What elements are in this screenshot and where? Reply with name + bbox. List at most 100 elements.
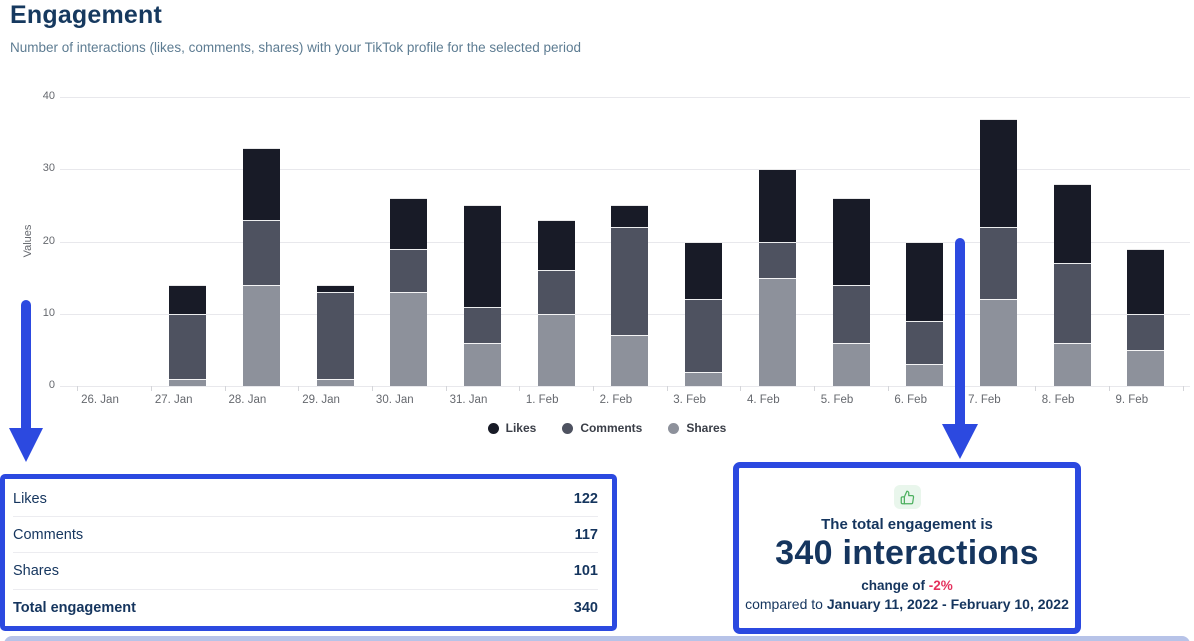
legend-label: Likes — [505, 421, 537, 435]
bar-segment-likes-28-jan[interactable] — [242, 147, 280, 220]
bar-segment-likes-4-feb[interactable] — [758, 169, 796, 242]
table-row: Likes 122 — [13, 481, 598, 518]
x-axis-label: 8. Feb — [1041, 394, 1075, 406]
bar-segment-shares-7-feb[interactable] — [979, 299, 1017, 386]
legend-label: Shares — [686, 421, 727, 435]
bar-segment-shares-29-jan[interactable] — [316, 378, 354, 386]
x-axis-label: 3. Feb — [673, 394, 706, 406]
bar-segment-comments-7-feb[interactable] — [979, 227, 1017, 300]
bar-segment-comments-27-jan[interactable] — [169, 313, 207, 379]
bar-segment-shares-3-feb[interactable] — [685, 371, 723, 386]
bar-segment-comments-31-jan[interactable] — [464, 306, 501, 343]
bar-segment-shares-31-jan[interactable] — [464, 342, 501, 386]
bar-segment-likes-2-feb[interactable] — [611, 205, 649, 228]
bar-segment-shares-5-feb[interactable] — [832, 342, 870, 386]
x-axis-tick — [445, 386, 447, 391]
compare-range: January 11, 2022 - February 10, 2022 — [826, 596, 1069, 612]
y-axis-tick-label: 10 — [42, 306, 55, 319]
chart-legend: Likes Comments Shares — [0, 421, 1194, 435]
legend-item-shares[interactable]: Shares — [668, 421, 726, 435]
x-axis-label: 27. Jan — [154, 394, 193, 406]
x-axis-tick — [1108, 386, 1110, 391]
row-value: 340 — [573, 599, 598, 616]
x-axis-label: 31. Jan — [449, 394, 488, 406]
bar-segment-comments-6-feb[interactable] — [906, 320, 944, 365]
card-change-line: change of -2% — [861, 578, 953, 593]
x-axis-label: 6. Feb — [894, 394, 927, 406]
card-caption: The total engagement is — [821, 516, 993, 533]
bar-segment-comments-28-jan[interactable] — [242, 219, 280, 285]
bar-segment-shares-1-feb[interactable] — [537, 313, 575, 386]
bar-segment-likes-6-feb[interactable] — [906, 241, 944, 321]
page-title: Engagement — [10, 1, 163, 29]
x-axis-tick — [887, 386, 889, 391]
bar-segment-likes-8-feb[interactable] — [1053, 183, 1091, 264]
bar-segment-likes-9-feb[interactable] — [1127, 248, 1165, 314]
gridline — [60, 386, 1190, 387]
bar-segment-shares-2-feb[interactable] — [611, 335, 649, 386]
x-axis-tick — [77, 386, 79, 391]
legend-label: Comments — [580, 421, 643, 435]
legend-dot-shares — [668, 422, 680, 434]
x-axis-label: 2. Feb — [599, 394, 633, 406]
row-label: Total engagement — [13, 599, 136, 616]
change-value: -2% — [928, 578, 953, 593]
bar-segment-likes-30-jan[interactable] — [390, 198, 428, 249]
x-axis-tick — [1182, 386, 1184, 391]
row-label: Comments — [13, 526, 84, 543]
next-section-top-edge — [4, 636, 1190, 641]
x-axis-label: 1. Feb — [525, 394, 559, 406]
x-axis-label: 30. Jan — [375, 394, 414, 406]
bar-segment-likes-5-feb[interactable] — [832, 198, 870, 285]
bar-segment-shares-8-feb[interactable] — [1053, 342, 1091, 386]
x-axis-label: 28. Jan — [228, 394, 267, 406]
x-axis-tick — [740, 386, 742, 391]
bar-segment-comments-4-feb[interactable] — [758, 241, 796, 278]
x-axis-label: 26. Jan — [81, 394, 119, 406]
bar-segment-shares-30-jan[interactable] — [390, 292, 428, 386]
bar-segment-likes-1-feb[interactable] — [537, 219, 575, 271]
bar-segment-comments-3-feb[interactable] — [685, 299, 723, 372]
y-axis-tick-label: 30 — [42, 162, 55, 175]
bar-segment-comments-8-feb[interactable] — [1053, 263, 1091, 343]
row-label: Shares — [13, 562, 59, 579]
bar-segment-comments-9-feb[interactable] — [1127, 313, 1165, 350]
legend-item-comments[interactable]: Comments — [562, 421, 642, 435]
bar-segment-likes-27-jan[interactable] — [169, 284, 207, 314]
arrow-head — [942, 424, 978, 459]
x-axis-label: 29. Jan — [302, 394, 340, 406]
table-row-total: Total engagement 340 — [13, 590, 598, 626]
bar-segment-comments-29-jan[interactable] — [316, 292, 354, 379]
bar-segment-shares-28-jan[interactable] — [242, 284, 280, 386]
legend-item-likes[interactable]: Likes — [487, 421, 537, 435]
compare-prefix: compared to — [745, 596, 827, 612]
row-label: Likes — [13, 490, 47, 507]
bar-segment-likes-31-jan[interactable] — [464, 205, 501, 307]
bar-segment-comments-2-feb[interactable] — [611, 227, 649, 336]
bar-segment-shares-4-feb[interactable] — [758, 277, 796, 386]
change-prefix: change of — [861, 578, 929, 593]
engagement-chart: Values 0 10 20 30 40 26. Jan 27. Jan 28. Jan 29.… — [0, 90, 1194, 435]
x-axis-tick — [814, 386, 816, 391]
bar-segment-shares-9-feb[interactable] — [1127, 349, 1165, 386]
y-axis-tick-label: 0 — [48, 379, 55, 391]
x-axis-label: 9. Feb — [1115, 394, 1149, 406]
bar-segment-comments-1-feb[interactable] — [537, 270, 575, 314]
bar-segment-shares-6-feb[interactable] — [906, 364, 944, 386]
x-axis-tick — [371, 386, 373, 391]
arrow-shaft — [21, 300, 31, 430]
x-axis-tick — [150, 386, 152, 391]
bar-segment-comments-30-jan[interactable] — [390, 248, 428, 293]
gridline — [60, 97, 1190, 98]
arrow-shaft — [955, 238, 965, 426]
bar-segment-likes-29-jan[interactable] — [316, 284, 354, 293]
x-axis-tick — [593, 386, 595, 391]
bar-segment-comments-5-feb[interactable] — [832, 284, 870, 343]
legend-dot-comments — [562, 422, 574, 434]
x-axis-tick — [519, 386, 521, 391]
bar-segment-shares-27-jan[interactable] — [169, 378, 207, 386]
total-engagement-card: The total engagement is 340 interactions… — [733, 462, 1081, 634]
bar-segment-likes-7-feb[interactable] — [979, 118, 1017, 228]
bar-segment-likes-3-feb[interactable] — [685, 241, 723, 300]
